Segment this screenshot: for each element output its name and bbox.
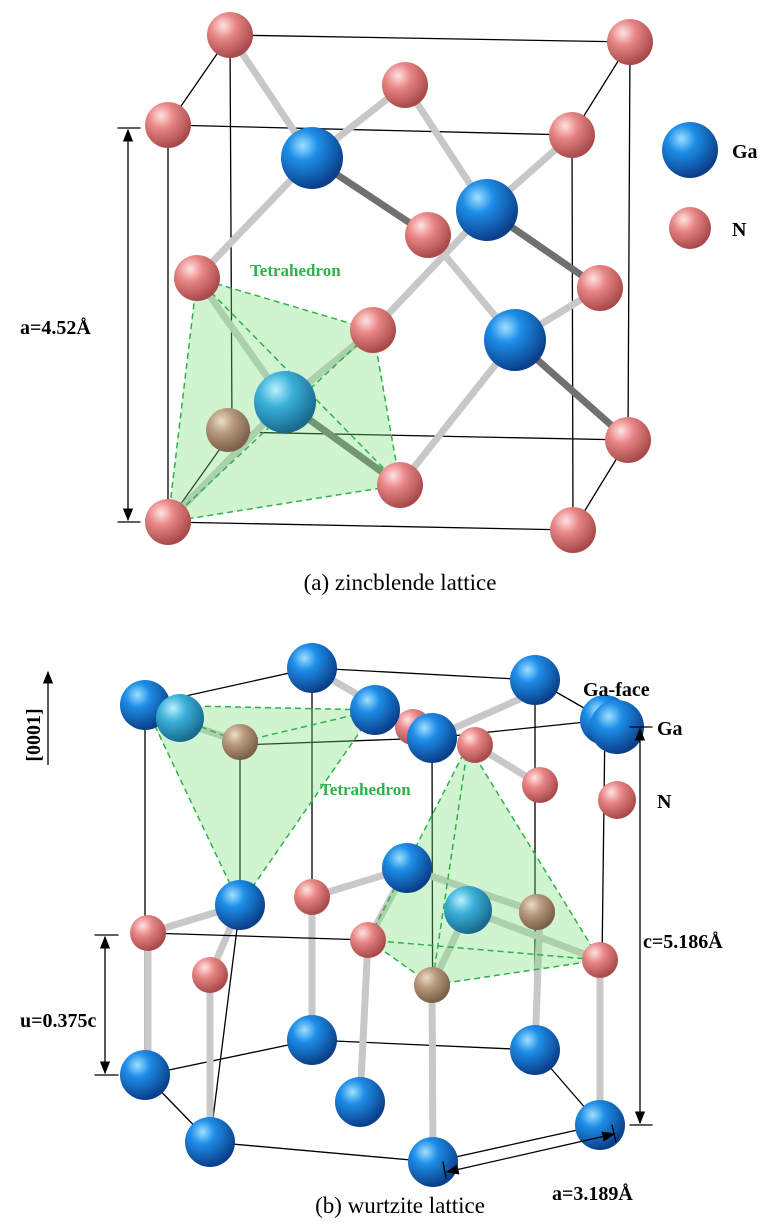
atom (408, 1137, 458, 1187)
atom (130, 915, 166, 951)
edge (210, 1142, 433, 1162)
atom (254, 371, 316, 433)
bond (432, 985, 433, 1162)
atom (222, 724, 258, 760)
dimension-label: a=4.52Å (20, 316, 91, 339)
tetrahedron-label: Tetrahedron (250, 261, 341, 280)
atom (350, 307, 396, 353)
tetrahedron-label: Tetrahedron (320, 780, 411, 799)
atom (510, 1025, 560, 1075)
atom (377, 462, 423, 508)
atom (407, 713, 457, 763)
caption: (b) wurtzite lattice (315, 1193, 485, 1218)
atom (582, 942, 618, 978)
atom (281, 127, 343, 189)
atom (350, 685, 400, 735)
atom (145, 102, 191, 148)
atom (519, 894, 555, 930)
atom (185, 1117, 235, 1167)
direction-label: [0001] (23, 708, 45, 761)
atom (287, 1015, 337, 1065)
edge (312, 1040, 535, 1050)
atom (457, 727, 493, 763)
atom (156, 694, 204, 742)
atom (662, 122, 718, 178)
atom (174, 255, 220, 301)
caption: (a) zincblende lattice (304, 570, 497, 595)
face-label: Ga-face (583, 679, 650, 701)
edge (572, 135, 573, 530)
edge (168, 522, 573, 530)
figure: Ga N Tetrahedron a=4.52Å (a) zincblende … (0, 0, 783, 1222)
atom (382, 62, 428, 108)
legend-label: Ga (732, 141, 758, 163)
atom (669, 207, 711, 249)
atom (405, 212, 451, 258)
atom (287, 643, 337, 693)
edge (148, 933, 368, 940)
edge (628, 42, 630, 440)
atom (335, 1077, 385, 1127)
edge (312, 668, 535, 680)
atom (145, 499, 191, 545)
atom (549, 112, 595, 158)
atom (120, 1050, 170, 1100)
edge (168, 125, 572, 135)
atom (577, 265, 623, 311)
atom (456, 179, 518, 241)
edge (230, 35, 630, 42)
atom (206, 408, 250, 452)
legend-label: N (657, 791, 672, 813)
atom (510, 655, 560, 705)
edge (145, 1040, 312, 1075)
structures (48, 12, 718, 1187)
dimension-label: u=0.375c (20, 1010, 97, 1032)
atom (522, 767, 558, 803)
atom (294, 879, 330, 915)
atom (215, 880, 265, 930)
atom (605, 417, 651, 463)
atom (192, 957, 228, 993)
atom (444, 886, 492, 934)
atom (414, 967, 450, 1003)
dimension-label: a=3.189Å (552, 1182, 633, 1205)
dimension-label: c=5.186Å (643, 930, 723, 953)
atom (550, 507, 596, 553)
legend-label: Ga (657, 718, 683, 740)
atom (207, 12, 253, 58)
atom (607, 19, 653, 65)
atom (598, 781, 636, 819)
legend-label: N (732, 219, 747, 241)
atom (350, 922, 386, 958)
atom (484, 309, 546, 371)
atom (575, 1100, 625, 1150)
atom (382, 843, 432, 893)
